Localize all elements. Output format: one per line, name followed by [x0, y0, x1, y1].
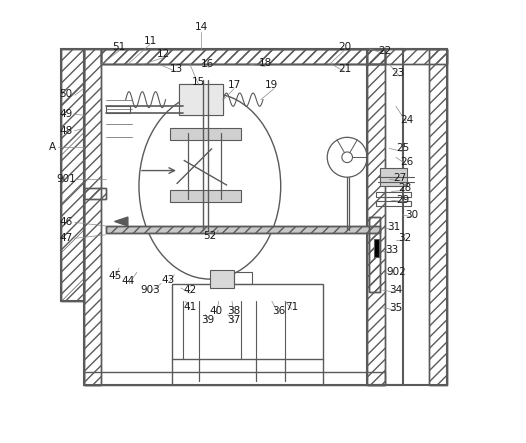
Text: 14: 14 — [194, 23, 208, 32]
Text: 33: 33 — [385, 245, 398, 255]
Bar — [429, 49, 447, 385]
Bar — [62, 49, 84, 301]
Bar — [84, 188, 106, 199]
Bar — [170, 128, 241, 140]
Polygon shape — [115, 217, 128, 226]
Text: 40: 40 — [210, 306, 223, 316]
Text: 48: 48 — [59, 126, 73, 136]
Bar — [84, 188, 106, 199]
Bar — [84, 49, 102, 385]
Text: 15: 15 — [192, 77, 205, 87]
Text: 45: 45 — [108, 271, 121, 280]
Text: 29: 29 — [396, 195, 409, 205]
Text: 50: 50 — [59, 89, 73, 99]
Text: 11: 11 — [144, 36, 157, 46]
Text: 24: 24 — [400, 116, 413, 125]
Text: 18: 18 — [259, 58, 272, 68]
Text: 901: 901 — [56, 175, 76, 184]
Text: 36: 36 — [272, 306, 285, 316]
Bar — [179, 84, 223, 115]
Bar — [84, 49, 402, 385]
Bar — [369, 217, 380, 292]
Bar — [102, 49, 385, 64]
Text: 902: 902 — [386, 268, 406, 277]
Text: 52: 52 — [203, 231, 217, 241]
Bar — [367, 49, 385, 385]
Text: 28: 28 — [398, 183, 411, 193]
Bar — [376, 201, 411, 206]
Text: 42: 42 — [183, 285, 197, 295]
Bar — [234, 272, 252, 284]
Bar — [84, 49, 102, 385]
Bar — [106, 226, 380, 233]
Text: 12: 12 — [157, 49, 170, 59]
Bar — [102, 49, 385, 64]
Text: A: A — [49, 142, 56, 152]
Text: 31: 31 — [387, 222, 400, 232]
Text: 17: 17 — [228, 80, 241, 90]
Text: 23: 23 — [391, 68, 404, 78]
Bar — [210, 270, 234, 288]
Bar — [380, 168, 407, 186]
Bar — [369, 217, 380, 292]
Bar — [367, 49, 447, 385]
Text: 13: 13 — [170, 64, 183, 74]
Bar — [367, 49, 385, 385]
Bar — [367, 49, 447, 64]
Text: 30: 30 — [405, 210, 418, 220]
Bar — [367, 49, 447, 64]
Text: 51: 51 — [113, 42, 126, 51]
Bar — [106, 106, 130, 113]
Bar — [374, 239, 379, 257]
Text: 20: 20 — [338, 42, 351, 51]
Text: 46: 46 — [59, 218, 73, 227]
Text: 22: 22 — [378, 46, 391, 56]
Bar — [170, 190, 241, 202]
Bar — [376, 192, 411, 197]
Text: 26: 26 — [400, 157, 413, 167]
Text: 25: 25 — [396, 144, 409, 153]
Bar — [179, 84, 223, 115]
Text: 49: 49 — [59, 109, 73, 119]
Text: 44: 44 — [122, 276, 135, 286]
Text: 37: 37 — [228, 315, 241, 325]
Bar — [62, 49, 84, 301]
Text: 34: 34 — [389, 285, 402, 295]
Bar — [102, 49, 385, 64]
Bar — [102, 49, 385, 64]
Text: 38: 38 — [228, 306, 241, 316]
Text: 16: 16 — [201, 59, 214, 69]
Bar — [172, 284, 323, 359]
Bar — [429, 49, 447, 385]
Text: 21: 21 — [338, 64, 351, 74]
Text: 32: 32 — [398, 233, 411, 243]
Text: 43: 43 — [161, 275, 175, 285]
Text: 41: 41 — [183, 302, 197, 311]
Text: 35: 35 — [389, 303, 402, 313]
Text: 71: 71 — [285, 302, 298, 311]
Text: 903: 903 — [140, 285, 160, 295]
Bar — [106, 226, 380, 233]
Text: 47: 47 — [59, 233, 73, 243]
Bar — [84, 372, 385, 385]
Bar — [106, 226, 380, 233]
Bar — [369, 217, 380, 292]
Bar — [62, 49, 84, 301]
Text: 39: 39 — [201, 315, 214, 325]
Text: 19: 19 — [265, 80, 278, 90]
Text: 27: 27 — [393, 173, 407, 183]
